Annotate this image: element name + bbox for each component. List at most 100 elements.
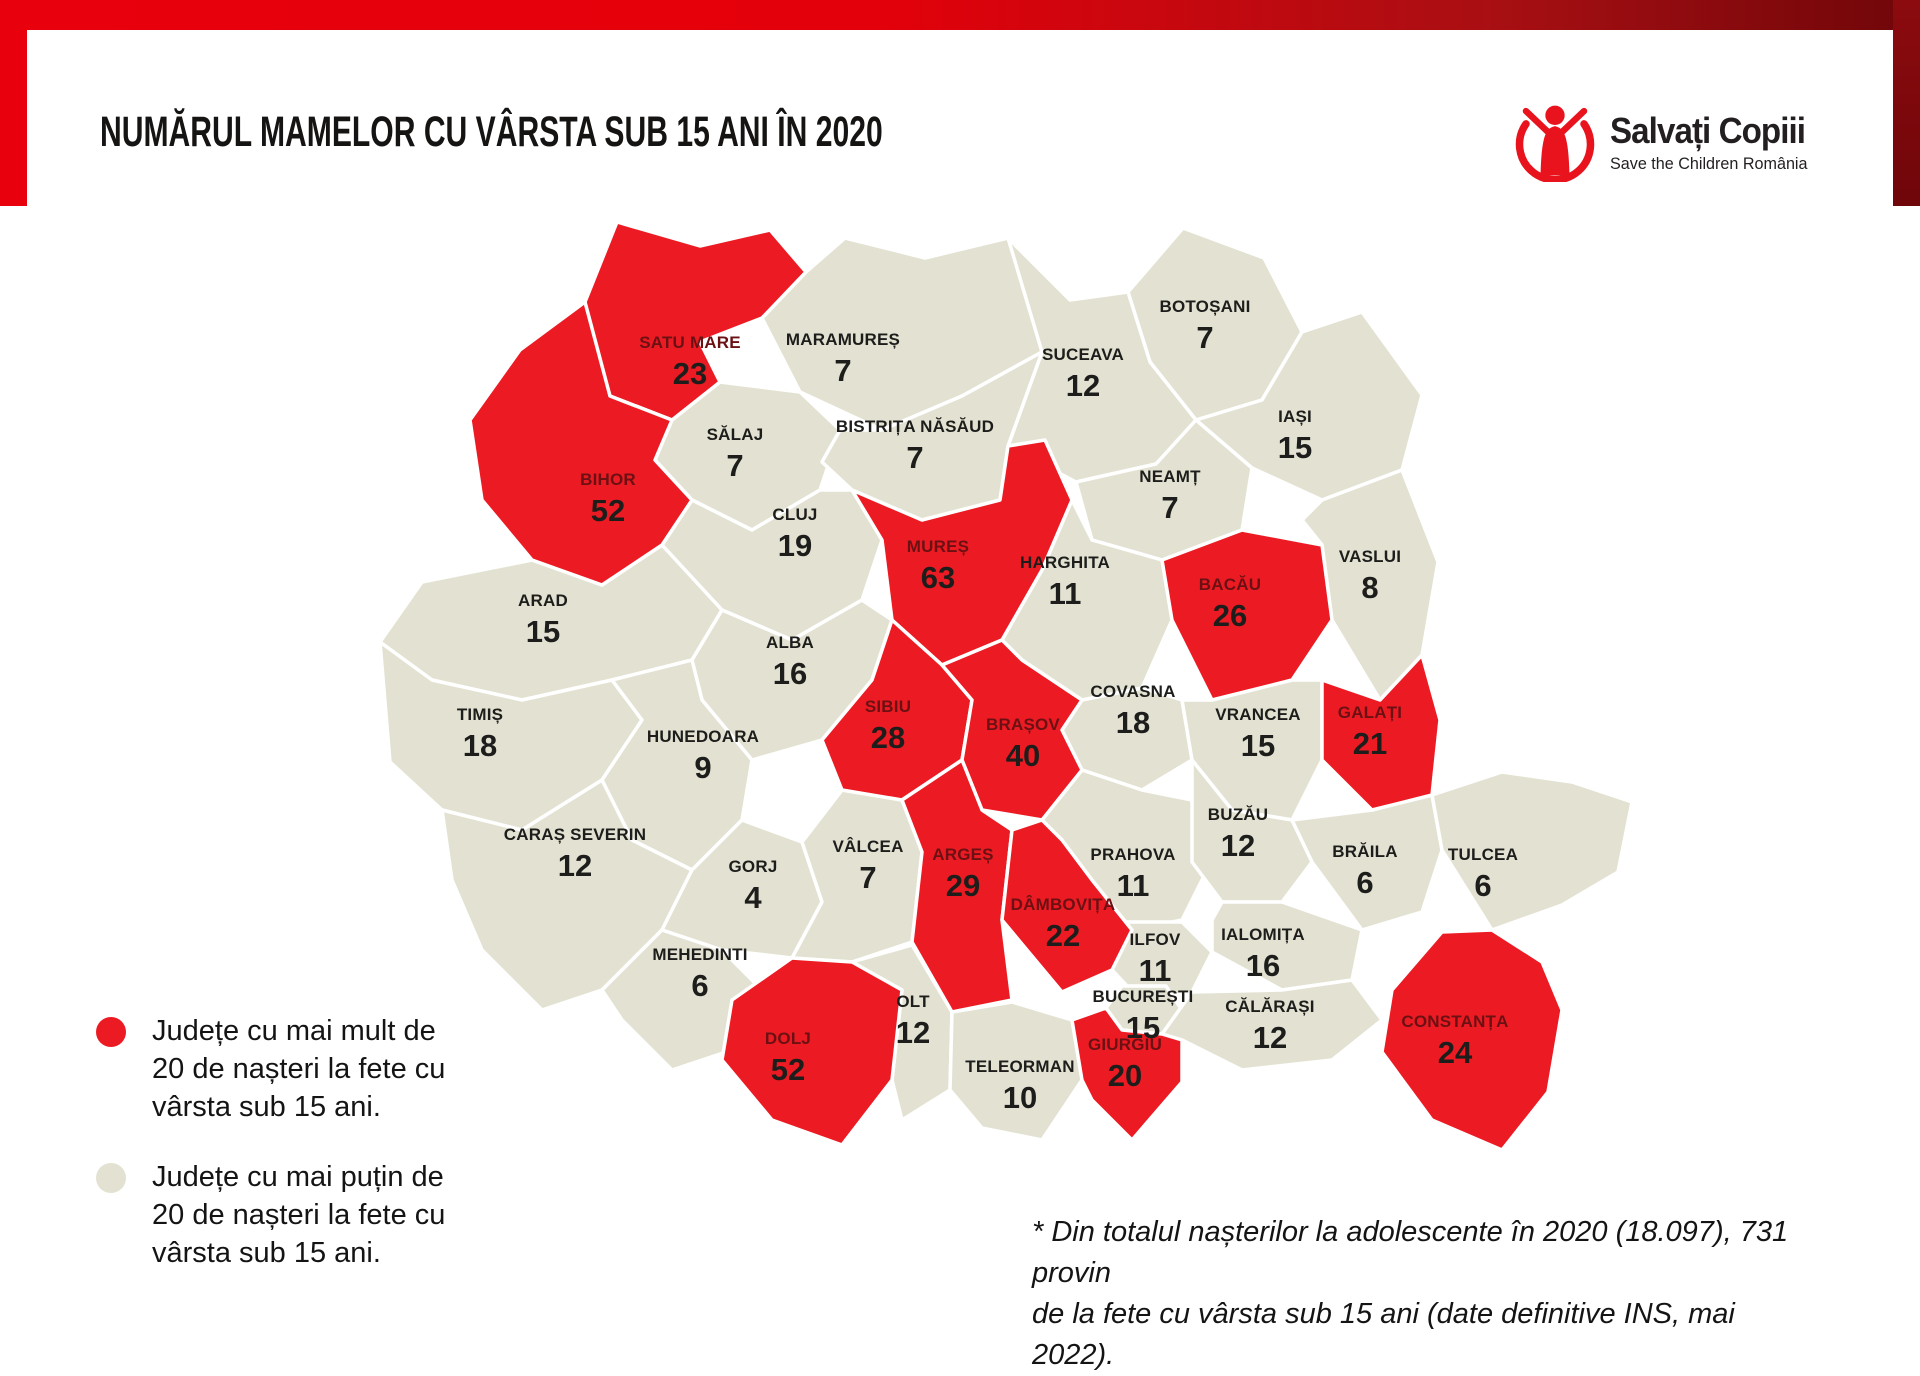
county-name: BIHOR <box>580 470 636 489</box>
county-value: 11 <box>1139 953 1172 988</box>
county-region <box>1160 528 1334 702</box>
county-value: 11 <box>1117 868 1150 903</box>
county-name: GORJ <box>729 857 778 876</box>
county-name: BACĂU <box>1199 575 1261 594</box>
county-value: 10 <box>1003 1080 1037 1115</box>
county-name: TELEORMAN <box>965 1057 1074 1076</box>
county-name: BUCUREȘTI <box>1093 987 1194 1006</box>
county-name: BISTRIȚA NĂSĂUD <box>836 417 994 436</box>
county-region <box>1290 793 1444 932</box>
county-name: CLUJ <box>772 505 817 524</box>
county-name: OLT <box>896 992 930 1011</box>
county-value: 6 <box>1356 865 1373 900</box>
county-value: 12 <box>1066 368 1100 403</box>
county-value: 12 <box>1253 1020 1287 1055</box>
county-name: GIURGIU <box>1088 1035 1162 1054</box>
county-value: 20 <box>1108 1058 1142 1093</box>
county-name: PRAHOVA <box>1090 845 1175 864</box>
legend-dot-beige <box>96 1163 126 1193</box>
county-value: 7 <box>1161 490 1178 525</box>
county-value: 6 <box>1474 868 1491 903</box>
county-region <box>850 438 1074 667</box>
county-name: BOTOȘANI <box>1159 297 1250 316</box>
county-region <box>1320 653 1442 812</box>
county-name: SATU MARE <box>639 333 741 352</box>
county-value: 16 <box>773 656 807 691</box>
county-value: 7 <box>1196 320 1213 355</box>
county-region <box>1430 770 1634 932</box>
county-region <box>1070 1006 1184 1142</box>
county-region <box>468 300 694 587</box>
county-value: 9 <box>694 750 711 785</box>
county-value: 7 <box>726 448 743 483</box>
county-value: 11 <box>1049 576 1082 611</box>
county-name: GALAȚI <box>1338 703 1402 722</box>
county-value: 23 <box>673 356 707 391</box>
county-name: TIMIȘ <box>457 705 503 724</box>
county-value: 19 <box>778 528 812 563</box>
county-value: 12 <box>896 1015 930 1050</box>
county-name: TULCEA <box>1448 845 1518 864</box>
county-value: 15 <box>1126 1010 1160 1045</box>
county-value: 28 <box>871 720 905 755</box>
logo: Salvați Copiii Save the Children România <box>1512 96 1822 187</box>
county-name: MEHEDINTI <box>652 945 747 964</box>
save-the-children-icon <box>1512 96 1598 187</box>
county-value: 6 <box>691 968 708 1003</box>
county-region <box>900 758 1014 1014</box>
county-value: 15 <box>1278 430 1312 465</box>
county-name: SIBIU <box>865 697 911 716</box>
county-name: CONSTANȚA <box>1401 1012 1508 1031</box>
county-name: HUNEDOARA <box>647 727 759 746</box>
legend-text: Județe cu mai mult de 20 de nașteri la f… <box>152 1015 446 1123</box>
county-region <box>1000 818 1134 994</box>
county-value: 7 <box>834 353 851 388</box>
banner-top-bar <box>0 0 1920 30</box>
county-name: MARAMUREȘ <box>786 330 900 349</box>
county-region <box>948 1000 1084 1142</box>
page-title: NUMĂRUL MAMELOR CU VÂRSTA SUB 15 ANI ÎN … <box>100 108 883 156</box>
county-name: IALOMIȚA <box>1221 925 1305 944</box>
logo-name: Salvați Copiii <box>1610 109 1806 151</box>
county-name: COVASNA <box>1090 682 1175 701</box>
county-value: 18 <box>1116 705 1150 740</box>
county-value: 40 <box>1006 738 1040 773</box>
county-region <box>1380 928 1564 1152</box>
legend-item-highlight: Județe cu mai mult de 20 de nașteri la f… <box>96 1012 445 1126</box>
county-region <box>940 638 1084 822</box>
county-value: 15 <box>526 614 560 649</box>
county-value: 29 <box>946 868 980 903</box>
county-region <box>600 928 764 1072</box>
county-value: 21 <box>1353 726 1387 761</box>
county-value: 52 <box>591 493 625 528</box>
county-name: CARAȘ SEVERIN <box>504 825 646 844</box>
county-name: ARGEȘ <box>932 845 993 864</box>
county-name: HARGHITA <box>1020 553 1110 572</box>
county-name: IAȘI <box>1278 407 1312 426</box>
footnote: * Din totalul nașterilor la adolescente … <box>1032 1216 1789 1371</box>
county-region <box>720 956 904 1147</box>
legend-item-base: Județe cu mai puțin de 20 de nașteri la … <box>96 1158 445 1272</box>
county-name: ALBA <box>766 633 814 652</box>
legend-dot-red <box>96 1017 126 1047</box>
county-name: VÂLCEA <box>832 837 903 856</box>
logo-subtitle: Save the Children România <box>1610 153 1808 173</box>
logo-text: Salvați Copiii Save the Children România <box>1610 110 1822 174</box>
county-value: 12 <box>558 848 592 883</box>
county-name: BRAȘOV <box>986 715 1060 734</box>
county-name: ILFOV <box>1129 930 1181 949</box>
county-value: 26 <box>1213 598 1247 633</box>
county-value: 63 <box>921 560 955 595</box>
county-value: 52 <box>771 1052 805 1087</box>
county-value: 16 <box>1246 948 1280 983</box>
county-value: 15 <box>1241 728 1275 763</box>
county-value: 12 <box>1221 828 1255 863</box>
county-region <box>1210 900 1364 992</box>
county-value: 24 <box>1438 1035 1473 1070</box>
county-region <box>790 788 924 964</box>
county-name: SUCEAVA <box>1042 345 1124 364</box>
county-name: VRANCEA <box>1215 705 1300 724</box>
county-name: NEAMȚ <box>1139 467 1201 486</box>
banner-left-tab <box>0 0 27 206</box>
